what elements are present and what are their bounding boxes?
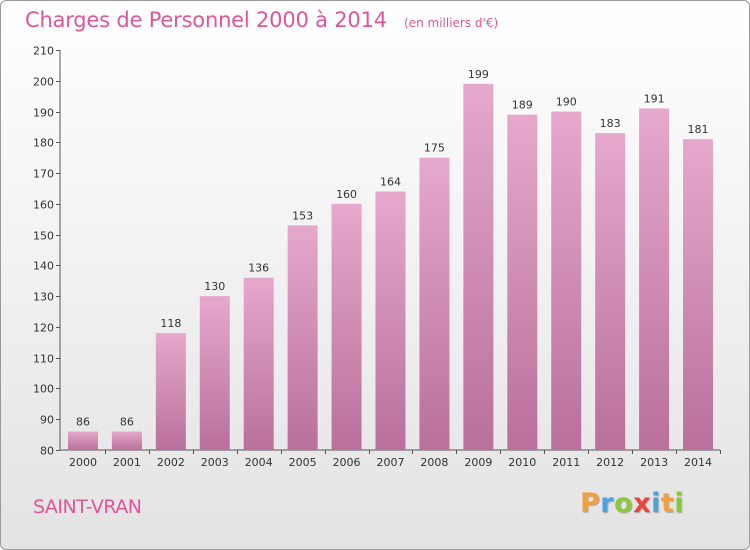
x-tick-label: 2009 [464, 456, 492, 469]
data-label: 189 [512, 99, 533, 112]
data-label: 153 [292, 209, 313, 222]
data-label: 164 [380, 176, 401, 189]
y-tick-label: 190 [33, 107, 54, 120]
bar [331, 203, 362, 450]
chart-title: Charges de Personnel 2000 à 2014 [25, 8, 387, 32]
place-name: SAINT-VRAN [33, 496, 142, 518]
data-label: 86 [76, 416, 90, 429]
data-label: 191 [644, 92, 665, 105]
bar [595, 133, 626, 451]
logo-letter: i [674, 488, 685, 519]
data-label: 136 [248, 262, 269, 275]
bar [287, 225, 318, 450]
data-label: 118 [160, 317, 181, 330]
x-tick-label: 2002 [157, 456, 185, 469]
y-tick-label: 140 [33, 260, 54, 273]
x-tick-label: 2007 [377, 456, 405, 469]
chart-title-row: Charges de Personnel 2000 à 2014 (en mil… [25, 8, 498, 32]
y-tick-label: 80 [40, 445, 54, 458]
data-label: 190 [556, 96, 577, 109]
bar [507, 114, 538, 450]
x-tick-label: 2003 [201, 456, 229, 469]
data-label: 130 [204, 280, 225, 293]
y-tick-label: 200 [33, 76, 54, 89]
data-label: 183 [600, 117, 621, 130]
y-tick-label: 150 [33, 230, 54, 243]
x-tick-label: 2013 [640, 456, 668, 469]
x-tick-label: 2006 [333, 456, 361, 469]
x-tick-label: 2001 [113, 456, 141, 469]
data-label: 86 [120, 416, 134, 429]
y-tick-label: 170 [33, 168, 54, 181]
logo-letter: o [614, 488, 634, 519]
data-label: 199 [468, 68, 489, 81]
y-tick-label: 160 [33, 199, 54, 212]
x-tick-label: 2012 [596, 456, 624, 469]
bar [639, 108, 670, 450]
bar [463, 83, 494, 450]
logo-letter: P [580, 488, 601, 519]
x-tick-label: 2008 [420, 456, 448, 469]
logo-letter: r [600, 488, 615, 519]
bar [419, 157, 450, 450]
bar [683, 139, 714, 450]
bar [199, 296, 230, 450]
y-tick-label: 120 [33, 322, 54, 335]
data-label: 181 [688, 123, 709, 136]
bar [243, 277, 274, 450]
x-tick-label: 2014 [684, 456, 712, 469]
logo-letter: t [660, 488, 675, 519]
logo-letter: x [633, 488, 652, 519]
y-tick-label: 130 [33, 291, 54, 304]
logo-letter: i [651, 488, 661, 519]
bar [375, 191, 406, 451]
bar [111, 431, 142, 450]
chart-subtitle: (en milliers d'€) [404, 16, 499, 30]
y-tick-label: 100 [33, 383, 54, 396]
data-label: 160 [336, 188, 357, 201]
x-tick-label: 2004 [245, 456, 273, 469]
bar [67, 431, 98, 450]
x-tick-label: 2005 [289, 456, 317, 469]
proxiti-logo: Proxiti [580, 488, 684, 519]
y-tick-label: 110 [33, 353, 54, 366]
y-tick-label: 210 [33, 45, 54, 58]
data-label: 175 [424, 142, 445, 155]
x-tick-label: 2000 [69, 456, 97, 469]
y-tick-label: 180 [33, 137, 54, 150]
x-tick-label: 2011 [552, 456, 580, 469]
y-tick-label: 90 [40, 414, 54, 427]
x-tick-label: 2010 [508, 456, 536, 469]
bar [155, 333, 186, 450]
bar [551, 111, 582, 451]
